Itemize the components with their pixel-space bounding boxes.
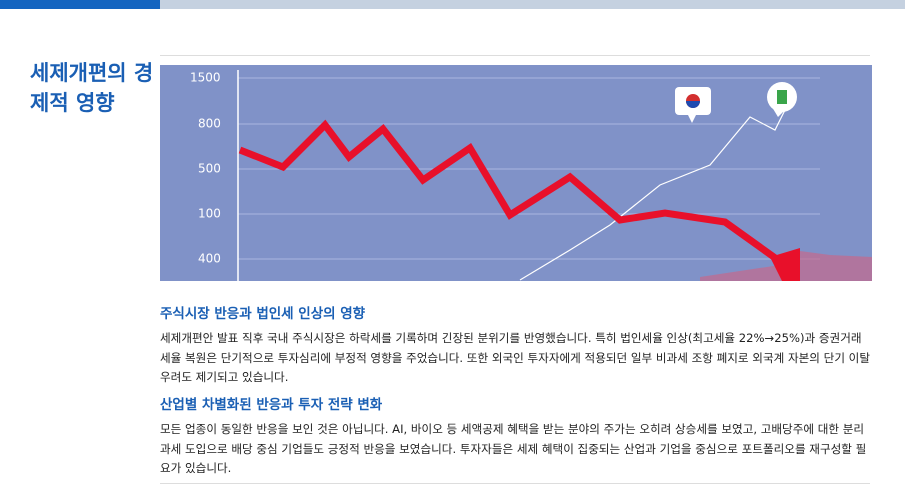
axis-label: 100 — [198, 207, 221, 221]
divider — [160, 483, 870, 484]
axis-label: 1500 — [190, 71, 221, 85]
section-body: 모든 업종이 동일한 반응을 보인 것은 아닙니다. AI, 바이오 등 세액공… — [160, 422, 867, 475]
divider — [160, 55, 870, 56]
icon-marker — [767, 82, 797, 117]
red-line — [238, 119, 788, 268]
section-body: 세제개편안 발표 직후 국내 주식시장은 하락세를 기록하며 긴장된 분위기를 … — [160, 331, 871, 384]
figure: 1500 800 500 100 400 — [160, 65, 872, 281]
white-line — [519, 99, 791, 281]
axis-label: 800 — [198, 117, 221, 131]
section-heading: 주식시장 반응과 법인세 인상의 영향 — [160, 306, 366, 322]
flag-kr — [675, 87, 711, 123]
top-bar — [160, 0, 905, 9]
axis-label: 400 — [198, 252, 221, 266]
axis-label: 500 — [198, 162, 221, 176]
section-heading: 산업별 차별화된 반응과 투자 전략 변화 — [160, 397, 383, 413]
top-bar — [0, 0, 160, 9]
grid — [238, 77, 820, 260]
page-title: 세제개편의 경제적 영향 — [30, 61, 154, 115]
arrow — [770, 248, 800, 281]
